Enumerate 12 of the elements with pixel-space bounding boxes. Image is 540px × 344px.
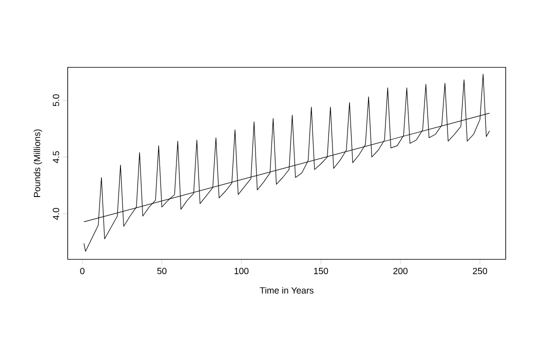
- x-tick-label: 250: [472, 268, 488, 274]
- x-tick-label: 0: [80, 268, 84, 274]
- y-axis-title: Pounds (Millions): [34, 129, 42, 197]
- x-tick-label: 150: [314, 268, 328, 274]
- y-tick-label: 4.5: [52, 151, 60, 164]
- x-axis-title: Time in Years: [260, 287, 314, 294]
- line-series: [84, 74, 490, 252]
- y-tick-label: 5.0: [52, 94, 60, 106]
- y-tick-label: 4.0: [52, 208, 60, 220]
- x-tick-label: 100: [234, 268, 249, 274]
- x-tick-label: 200: [393, 268, 408, 274]
- x-tick-label: 50: [157, 268, 166, 274]
